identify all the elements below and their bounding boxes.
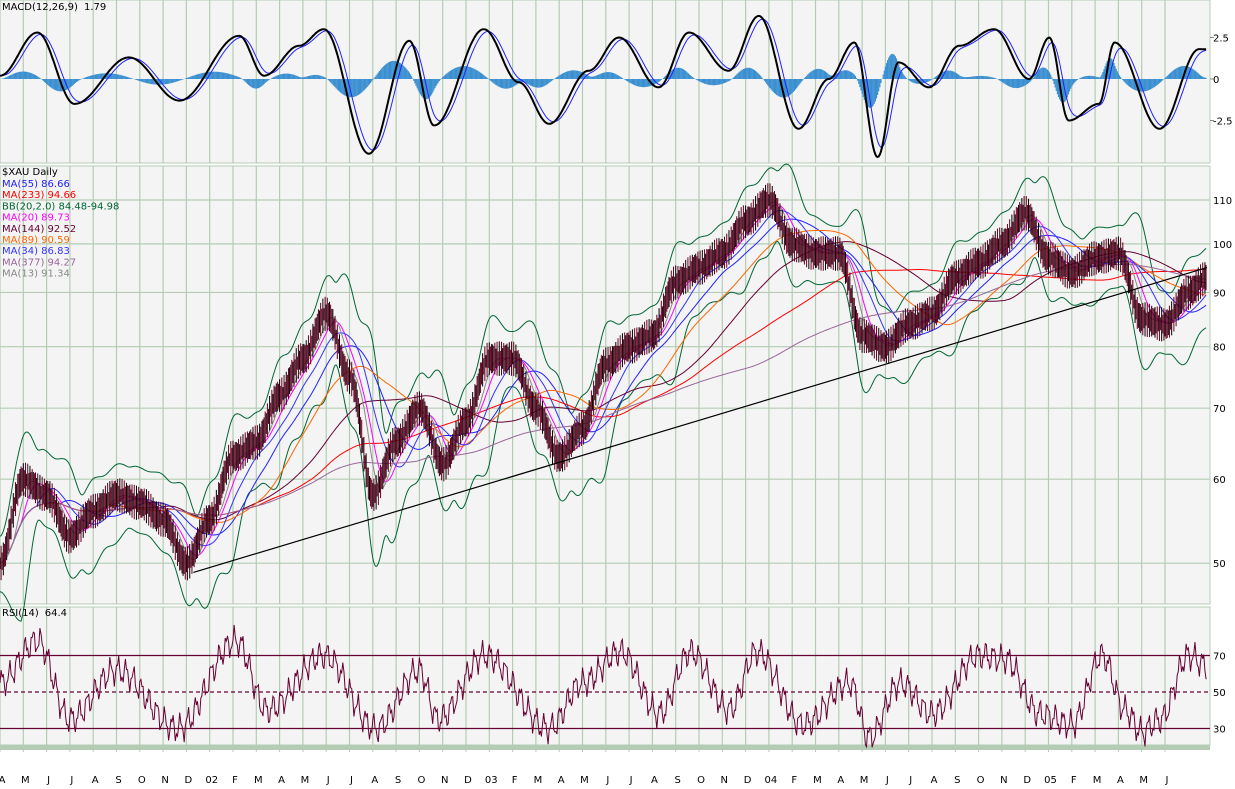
macd-value: 1.79 (84, 2, 106, 13)
x-tick-label: M (813, 775, 822, 786)
x-tick-label: M (254, 775, 263, 786)
x-tick-label: N (721, 775, 728, 786)
x-tick-label: J (605, 775, 609, 786)
rsi-panel: 70 50 30 (0, 624, 1226, 749)
x-tick-label: 03 (485, 775, 498, 786)
x-tick-label: A (1117, 775, 1124, 786)
legend-entry: MA(233) 94.66 (2, 190, 76, 201)
x-tick-label: A (92, 775, 99, 786)
macd-y-tick-label: 2.5 (1213, 34, 1229, 45)
price-y-tick-label: 60 (1213, 475, 1226, 486)
x-tick-label: J (69, 775, 73, 786)
ma-144-line (0, 241, 1207, 564)
legend-entry: MA(13) 91.34 (2, 269, 70, 280)
grid (0, 0, 1211, 752)
legend-entry: MA(144) 92.52 (2, 224, 76, 235)
price-y-tick-label: 80 (1213, 343, 1226, 354)
x-axis: A M J J A S O N D 02 F M A M J J A S O N D 03 F M A M J J A S O N D 04 F M A… (0, 775, 1168, 786)
x-tick-label: 02 (205, 775, 218, 786)
legend-entry: MA(55) 86.66 (2, 179, 70, 190)
x-tick-label: S (954, 775, 960, 786)
x-tick-label: J (885, 775, 889, 786)
trendline (193, 266, 1208, 574)
x-tick-label: N (161, 775, 168, 786)
ma-377-line (0, 263, 1207, 564)
x-tick-label: F (232, 775, 238, 786)
x-tick-label: J (349, 775, 353, 786)
rsi-y-tick-label: 50 (1213, 688, 1226, 699)
x-tick-label: 05 (1044, 775, 1057, 786)
x-tick-label: M (534, 775, 543, 786)
x-tick-label: J (908, 775, 912, 786)
price-y-tick-label: 100 (1213, 240, 1232, 251)
x-tick-label: J (629, 775, 633, 786)
x-tick-label: N (441, 775, 448, 786)
x-tick-label: D (1023, 775, 1031, 786)
x-tick-label: A (0, 775, 6, 786)
x-tick-label: O (697, 775, 705, 786)
legend-entry: MA(377) 94.27 (2, 257, 76, 268)
legend-entry: MA(34) 86.83 (2, 246, 70, 257)
x-tick-label: A (931, 775, 938, 786)
x-axis-bar (0, 745, 1210, 750)
macd-title-text: MACD(12,26,9) (2, 2, 78, 13)
price-y-tick-label: 50 (1213, 559, 1226, 570)
price-y-tick-label: 90 (1213, 288, 1226, 299)
x-tick-label: M (860, 775, 869, 786)
legend-entry: MA(20) 89.73 (2, 213, 70, 224)
rsi-y-tick-label: 30 (1213, 725, 1226, 736)
panel-frame-rsi (0, 606, 1211, 746)
x-tick-label: A (371, 775, 378, 786)
x-tick-label: 04 (765, 775, 778, 786)
x-tick-label: M (580, 775, 589, 786)
x-tick-label: O (417, 775, 425, 786)
rsi-title: RSI(14) 64.4 (2, 608, 67, 619)
x-tick-label: J (1165, 775, 1169, 786)
legend-entry: MA(89) 90.59 (2, 235, 70, 246)
x-tick-label: O (977, 775, 985, 786)
price-y-tick-label: 70 (1213, 404, 1226, 415)
ma-89-line (0, 230, 1207, 564)
price-panel: 110 100 90 80 70 60 50 (0, 163, 1232, 622)
x-tick-label: A (651, 775, 658, 786)
x-tick-label: F (512, 775, 518, 786)
bollinger-lower-band (0, 241, 1207, 622)
x-tick-label: M (21, 775, 30, 786)
x-tick-label: M (1093, 775, 1102, 786)
rsi-title-text: RSI(14) (2, 608, 39, 619)
x-tick-label: A (837, 775, 844, 786)
x-tick-label: S (675, 775, 681, 786)
macd-title: MACD(12,26,9) 1.79 (2, 2, 106, 13)
x-tick-label: S (395, 775, 401, 786)
x-tick-label: A (278, 775, 285, 786)
x-tick-label: D (744, 775, 752, 786)
rsi-line (0, 624, 1207, 749)
rsi-value: 64.4 (45, 608, 67, 619)
rsi-y-tick-label: 70 (1213, 652, 1226, 663)
macd-signal-line (0, 18, 1207, 151)
x-tick-label: J (326, 775, 330, 786)
x-tick-label: M (1139, 775, 1148, 786)
x-tick-label: N (1000, 775, 1007, 786)
x-tick-label: J (46, 775, 50, 786)
x-tick-label: F (791, 775, 797, 786)
macd-line (0, 14, 1207, 159)
x-tick-label: D (464, 775, 472, 786)
x-tick-label: F (1071, 775, 1077, 786)
price-y-tick-label: 110 (1213, 196, 1232, 207)
bollinger-upper-band (0, 163, 1207, 537)
x-tick-label: O (138, 775, 146, 786)
x-tick-label: A (558, 775, 565, 786)
x-tick-label: M (301, 775, 310, 786)
macd-y-tick-label: 0 (1213, 75, 1219, 86)
macd-panel: 2.5 0 -2.5 (0, 14, 1233, 159)
x-tick-label: D (185, 775, 193, 786)
legend-entry: BB(20,2.0) 84.48-94.98 (2, 201, 119, 212)
x-tick-label: S (115, 775, 121, 786)
price-title: $XAU Daily (2, 167, 58, 178)
macd-y-tick-label: -2.5 (1213, 117, 1233, 128)
